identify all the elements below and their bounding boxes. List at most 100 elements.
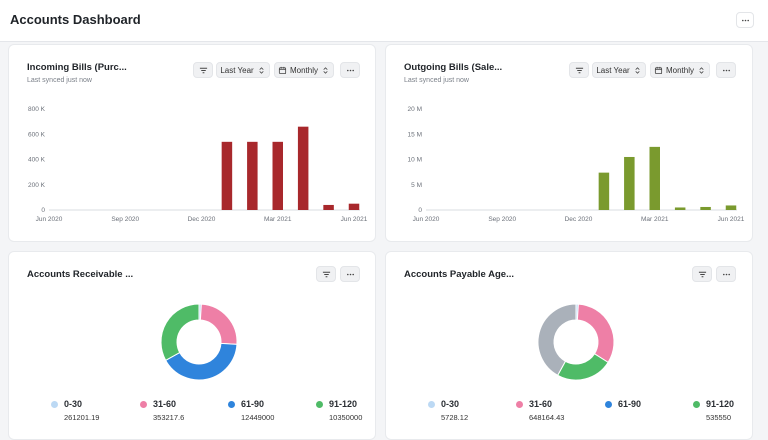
sort-icon [259,66,264,74]
y-tick-label: 15 M [408,131,422,138]
legend-value: 535550 [706,413,732,422]
more-button[interactable] [716,62,736,78]
filter-button[interactable] [193,62,213,78]
bar[interactable] [700,206,711,210]
interval-select[interactable]: Monthly [650,62,710,78]
period-select[interactable]: Last Year [592,62,646,78]
y-tick-label: 5 M [411,182,422,189]
y-tick-label: 10 M [408,157,422,164]
period-label: Last Year [596,65,630,75]
donut-slice[interactable] [537,303,577,376]
y-tick-label: 400 K [28,157,46,164]
page-title: Accounts Dashboard [10,12,141,27]
bar[interactable] [725,205,737,210]
filter-button[interactable] [692,266,712,282]
x-tick-label: Sep 2020 [488,216,516,223]
legend-value: 5728.12 [441,413,469,422]
dashboard-more-button[interactable] [736,12,754,28]
filter-icon [575,67,583,73]
interval-label: Monthly [289,65,318,75]
more-button[interactable] [340,266,360,282]
top-bar: Accounts Dashboard [0,0,768,42]
y-tick-label: 0 [41,207,45,214]
legend-dot [693,401,700,408]
y-tick-label: 20 M [408,106,422,113]
payable-donut-chart [537,303,615,381]
sort-icon [323,66,328,74]
legend-dot [140,401,147,408]
card-title: Accounts Receivable ... [27,269,134,280]
y-tick-label: 600 K [28,131,46,138]
legend-dot [516,401,523,408]
x-tick-label: Jun 2020 [413,216,440,223]
y-tick-label: 200 K [28,182,46,189]
legend-label: 91-120 [329,399,358,409]
donut-slice[interactable] [576,303,615,364]
interval-select[interactable]: Monthly [274,62,334,78]
incoming-bills-card: Incoming Bills (Purc... Last synced just… [8,44,376,242]
more-button[interactable] [716,266,736,282]
legend-dot [605,401,612,408]
card-title: Accounts Payable Age... [404,269,514,280]
card-title: Outgoing Bills (Sale... [404,62,503,73]
legend-value: 12449000 [241,413,275,422]
filter-button[interactable] [569,62,589,78]
card-subtitle: Last synced just now [404,77,469,84]
bar[interactable] [272,141,284,210]
more-icon [722,273,730,275]
legend-label: 61-90 [241,399,265,409]
more-icon [722,69,730,71]
x-tick-label: Dec 2020 [188,216,216,223]
interval-label: Monthly [665,65,694,75]
bar[interactable] [323,204,334,210]
legend-dot [228,401,235,408]
card-subtitle: Last synced just now [27,77,92,84]
legend-label: 31-60 [529,399,553,409]
bar[interactable] [297,126,309,210]
legend-label: 0-30 [64,399,83,409]
receivable-donut-chart [160,303,238,381]
more-icon [346,69,354,71]
more-icon [741,19,749,21]
outgoing-bills-chart: 0 5 M 10 M 15 M 20 M Jun 2020 Sep 2020 Dec 2020… [408,106,745,223]
accounts-payable-card: Accounts Payable Age... 0-30 5728.12 31-… [385,251,753,440]
donut-slice[interactable] [160,303,200,361]
legend-dot [316,401,323,408]
y-tick-label: 0 [418,207,422,214]
more-button[interactable] [340,62,360,78]
card-title: Incoming Bills (Purc... [27,62,127,73]
bar[interactable] [348,203,360,210]
legend-dot [51,401,58,408]
donut-slice[interactable] [165,342,238,381]
x-tick-label: Sep 2020 [111,216,139,223]
bar[interactable] [247,141,258,210]
x-tick-label: Jun 2021 [341,216,368,223]
x-tick-label: Mar 2021 [264,216,292,223]
x-tick-label: Mar 2021 [641,216,669,223]
outgoing-bills-card: Outgoing Bills (Sale... Last synced just… [385,44,753,242]
legend-dot [428,401,435,408]
filter-icon [322,271,330,277]
incoming-bills-chart: 0 200 K 400 K 600 K 800 K Jun 2020 Sep 2020 Dec… [28,106,368,223]
period-select[interactable]: Last Year [216,62,270,78]
x-tick-label: Jun 2021 [718,216,745,223]
filter-button[interactable] [316,266,336,282]
legend-label: 91-120 [706,399,735,409]
legend-value: 10350000 [329,413,363,422]
bar[interactable] [649,146,661,210]
donut-slice[interactable] [557,353,609,381]
bar[interactable] [624,156,635,210]
filter-icon [199,67,207,73]
more-icon [346,273,354,275]
donut-slice[interactable] [199,303,238,345]
bar[interactable] [674,207,686,210]
legend-value: 353217.6 [153,413,185,422]
legend-label: 61-90 [618,399,642,409]
calendar-icon [654,66,663,74]
bar[interactable] [221,141,233,210]
period-label: Last Year [220,65,254,75]
bar[interactable] [598,172,610,210]
accounts-receivable-card: Accounts Receivable ... 0-30 261201.19 3… [8,251,376,440]
legend-label: 31-60 [153,399,177,409]
legend-label: 0-30 [441,399,460,409]
